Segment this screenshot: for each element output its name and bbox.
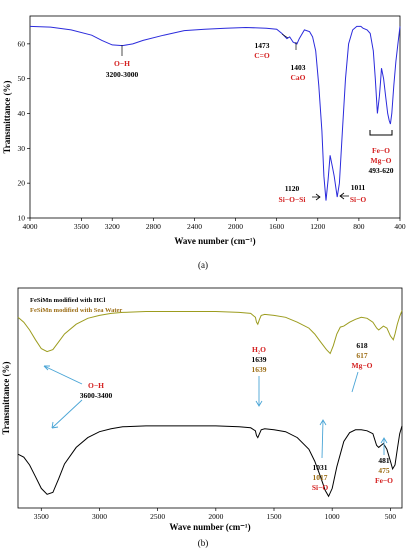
arrow-mg-o bbox=[351, 371, 359, 393]
x-tick-label-b: 3000 bbox=[92, 512, 107, 521]
y-tick-label-a: 60 bbox=[18, 39, 26, 48]
y-tick-label-a: 10 bbox=[18, 214, 26, 223]
annotation-617: 617 bbox=[356, 351, 368, 360]
x-axis-label-b: Wave number (cm⁻¹) bbox=[169, 522, 250, 532]
panel-a: 4000 3500 3200 2800 2400 2000 1600 1200 800 400 1… bbox=[2, 15, 406, 270]
annotation-481: 481 bbox=[378, 456, 390, 465]
y-tick-label-a: 20 bbox=[18, 179, 26, 188]
x-tick-label-a: 3200 bbox=[105, 222, 120, 231]
caption-a: (a) bbox=[198, 260, 208, 270]
x-tick-label-b: 3500 bbox=[34, 512, 49, 521]
x-tick-label-b: 500 bbox=[385, 512, 397, 521]
annotation-493-620: 493-620 bbox=[369, 166, 394, 175]
arrowhead-oh-lower bbox=[51, 421, 59, 429]
annotation-1639-sea: 1639 bbox=[252, 365, 267, 374]
annotation-si-o-b: Si−O bbox=[312, 483, 329, 492]
arrowhead-oh-upper bbox=[43, 365, 50, 371]
arrow-si-o-b bbox=[321, 419, 324, 459]
series-line-seawater bbox=[17, 310, 403, 355]
x-tick-label-a: 1200 bbox=[310, 222, 325, 231]
x-tick-label-a: 4000 bbox=[23, 222, 38, 231]
arrow-1011 bbox=[339, 192, 349, 200]
annotation-oh-range-b: 3600-3400 bbox=[80, 391, 113, 400]
x-tick-label-a: 2000 bbox=[228, 222, 243, 231]
x-tick-label-a: 800 bbox=[353, 222, 365, 231]
annotation-fe-o-b: Fe−O bbox=[375, 476, 393, 485]
x-axis-b: 3500 3000 2500 2000 1500 1000 500 bbox=[34, 508, 396, 521]
y-tick-label-a: 50 bbox=[18, 74, 26, 83]
annotation-mg-o-a: Mg−O bbox=[371, 156, 392, 165]
x-axis-a: 4000 3500 3200 2800 2400 2000 1600 1200 800 400 bbox=[23, 218, 406, 231]
annotation-1639-hcl: 1639 bbox=[252, 355, 267, 364]
annotation-1011: 1011 bbox=[351, 183, 366, 192]
annotation-oh-b: O−H bbox=[88, 381, 104, 390]
series-line-hcl bbox=[17, 425, 403, 498]
annotation-mg-o-b: Mg−O bbox=[352, 361, 373, 370]
x-tick-label-a: 2400 bbox=[187, 222, 202, 231]
x-tick-label-b: 2000 bbox=[208, 512, 223, 521]
arrowhead-h2o bbox=[255, 400, 263, 407]
legend-hcl: FeSiMn modified with HCl bbox=[30, 297, 105, 304]
x-tick-label-a: 2800 bbox=[146, 222, 161, 231]
annotation-cao: CaO bbox=[291, 73, 306, 82]
plot-frame-b bbox=[17, 287, 403, 509]
x-tick-label-a: 3500 bbox=[74, 222, 89, 231]
y-axis-a: 10 20 30 40 50 60 bbox=[18, 39, 30, 223]
x-tick-label-a: 1600 bbox=[269, 222, 284, 231]
bracket-fe-mg bbox=[369, 130, 393, 136]
x-tick-label-b: 1000 bbox=[325, 512, 340, 521]
annotation-h2o: H₂O bbox=[252, 345, 266, 354]
arrow-oh-upper bbox=[43, 365, 83, 385]
annotation-1120: 1120 bbox=[285, 184, 300, 193]
x-tick-label-b: 2500 bbox=[150, 512, 165, 521]
x-axis-label-a: Wave number (cm⁻¹) bbox=[174, 236, 255, 246]
annotation-1403: 1403 bbox=[291, 63, 306, 72]
annotation-si-o-a: Si−O bbox=[350, 195, 367, 204]
annotation-1017: 1017 bbox=[313, 473, 328, 482]
legend-seawater: FeSiMn modified with Sea Water bbox=[30, 307, 122, 314]
annotation-oh-range-a: 3200-3000 bbox=[106, 70, 139, 79]
co-leader-a bbox=[281, 33, 289, 39]
x-tick-label-a: 400 bbox=[394, 222, 406, 231]
annotation-618: 618 bbox=[356, 341, 368, 350]
annotation-co: C=O bbox=[254, 51, 270, 60]
plot-frame-a bbox=[29, 15, 401, 219]
annotation-fe-o-a: Fe−O bbox=[372, 146, 390, 155]
y-axis-label-a: Transmittance (%) bbox=[2, 80, 12, 153]
y-tick-label-a: 40 bbox=[18, 109, 26, 118]
y-tick-label-a: 30 bbox=[18, 144, 26, 153]
arrow-1120 bbox=[312, 193, 321, 201]
annotation-si-o-si: Si−O−Si bbox=[279, 195, 306, 204]
annotation-oh-a: O−H bbox=[114, 59, 130, 68]
annotation-1031: 1031 bbox=[313, 463, 328, 472]
caption-b: (b) bbox=[198, 538, 209, 548]
panel-b: 3500 3000 2500 2000 1500 1000 500 FeSiMn modif… bbox=[1, 287, 403, 548]
arrow-oh-lower bbox=[51, 399, 83, 429]
annotation-1473: 1473 bbox=[255, 41, 270, 50]
arrowhead-fe-o-b bbox=[380, 437, 388, 444]
annotation-475: 475 bbox=[378, 466, 390, 475]
y-axis-label-b: Transmittance (%) bbox=[1, 361, 11, 434]
x-tick-label-b: 1500 bbox=[267, 512, 282, 521]
spectrum-line-a bbox=[29, 25, 401, 201]
arrowhead-si-o-b bbox=[319, 419, 327, 426]
